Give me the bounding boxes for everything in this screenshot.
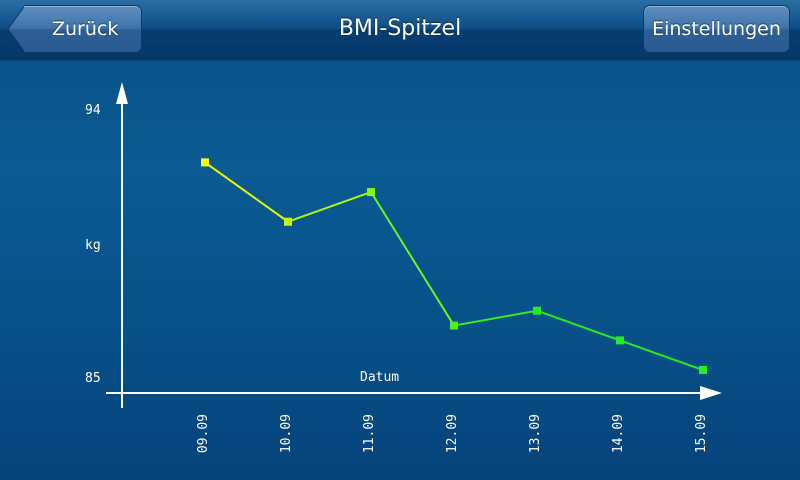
weight-chart: 94 kg 85 Datum 09.09 10.09 11.09 12.09 13.09…: [85, 82, 722, 453]
x-tick-label: 11.09: [362, 414, 377, 453]
series-points: [201, 158, 707, 375]
series-segment: [204, 161, 289, 223]
settings-button[interactable]: Einstellungen: [643, 5, 790, 53]
data-point: [367, 188, 375, 197]
page-title: BMI-Spitzel: [338, 16, 462, 41]
back-button[interactable]: Zurück: [24, 5, 142, 53]
navigation-bar: Zurück BMI-Spitzel Einstellungen: [0, 0, 800, 59]
data-point: [699, 366, 707, 375]
series-segment: [536, 309, 621, 342]
y-max-label: 94: [85, 103, 101, 118]
x-tick-label: 10.09: [279, 414, 294, 453]
data-point: [201, 158, 209, 167]
x-tick-label: 13.09: [528, 414, 543, 453]
data-point: [450, 321, 458, 330]
x-tick-label: 14.09: [611, 414, 626, 453]
y-axis-arrow: [116, 82, 128, 104]
series-segment: [287, 191, 372, 223]
x-tick-label: 09.09: [196, 414, 211, 453]
data-point: [533, 306, 541, 315]
data-point: [616, 336, 624, 345]
x-tick-label: 12.09: [445, 414, 460, 453]
x-axis-arrow: [700, 386, 722, 400]
data-point: [284, 217, 292, 226]
series-lines: [204, 161, 704, 372]
y-axis-label: kg: [85, 238, 101, 253]
x-tick-label: 15.09: [694, 414, 709, 453]
y-min-label: 85: [85, 371, 101, 386]
x-axis-label: Datum: [360, 370, 399, 385]
series-segment: [453, 309, 538, 327]
series-segment: [619, 339, 704, 372]
series-segment: [370, 191, 455, 327]
x-tick-labels: 09.09 10.09 11.09 12.09 13.09 14.09 15.09: [196, 414, 709, 453]
